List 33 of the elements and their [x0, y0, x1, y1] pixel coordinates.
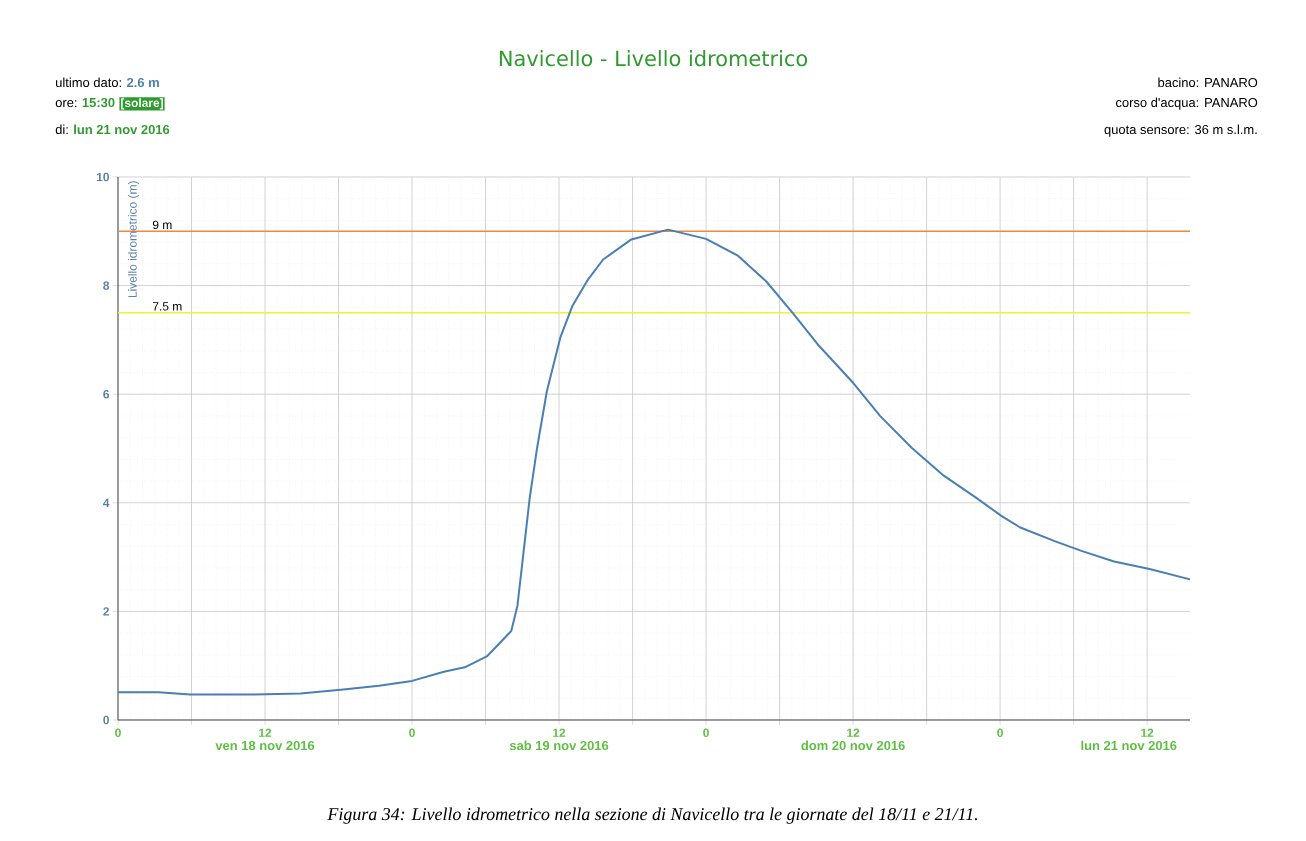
x-tick-label: 12: [847, 728, 860, 737]
text: lun 21 nov 2016: [1081, 740, 1177, 751]
y-tick-label: 10: [96, 172, 109, 182]
text: 15:30: [82, 97, 115, 108]
y-tick-label: 0: [103, 715, 109, 725]
text: di:: [55, 124, 68, 135]
y-tick-label: 2: [103, 607, 110, 616]
text: lun 21 nov 2016: [74, 124, 170, 135]
x-tick-label: 0: [409, 728, 415, 737]
chart-title: Navicello - Livello idrometrico: [499, 50, 808, 67]
text: ore:: [55, 100, 77, 108]
y-tick-label: 6: [103, 389, 110, 399]
text: 2.6 m: [127, 77, 159, 88]
text: ven 18 nov 2016: [215, 740, 315, 751]
x-tick-label: 12: [553, 728, 566, 737]
text: quota sensore: 36 m s.l.m.: [1104, 124, 1257, 137]
text: sab 19 nov 2016: [509, 740, 609, 751]
text: Figura 34: Livello idrometrico nella sezione di Navicello tra le giornate del 18/11 e 21/11.: [327, 807, 978, 824]
text: corso d'acqua: PANARO: [1116, 97, 1258, 110]
x-tick-label: 0: [115, 728, 121, 737]
ref-line-label: 7.5 m: [152, 302, 182, 311]
y-tick-label: 4: [103, 498, 110, 507]
text: [solare]: [121, 98, 163, 110]
y-tick-label: 8: [103, 281, 110, 290]
text: dom 20 nov 2016: [801, 740, 905, 751]
ref-line-label: 9 m: [152, 220, 172, 230]
x-tick-label: 0: [997, 728, 1003, 737]
x-tick-label: 0: [703, 728, 709, 737]
y-axis-title: Livello idrometrico (m): [127, 181, 140, 298]
x-tick-label: 12: [1141, 728, 1154, 737]
x-tick-label: 12: [259, 728, 272, 737]
text: bacino: PANARO: [1158, 77, 1258, 88]
text: ultimo dato:: [56, 77, 121, 88]
